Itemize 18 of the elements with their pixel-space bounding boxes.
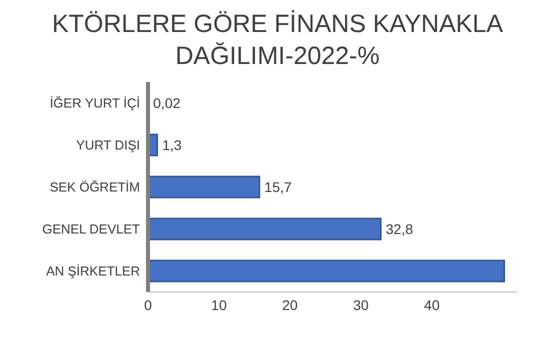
data-label: 15,7 [264, 178, 292, 195]
chart-title: KTÖRLERE GÖRE FİNANS KAYNAKLA DAĞILIMI-2022-% [50, 9, 504, 72]
x-tick-label: 0 [144, 296, 152, 313]
y-tick-label: AN ŞİRKETLER [46, 264, 140, 279]
y-tick-label: YURT DIŞI [76, 138, 140, 153]
x-tick-label: 30 [353, 296, 369, 313]
data-label: 0,02 [153, 94, 181, 111]
y-tick-label: SEK ÖĞRETİM [50, 180, 140, 195]
y-tick-label: GENEL DEVLET [42, 222, 140, 237]
data-label: 1,3 [162, 136, 182, 153]
bar [148, 218, 382, 240]
x-tick-label: 40 [424, 296, 440, 313]
x-tick-label: 10 [211, 296, 227, 313]
y-tick-label: İĞER YURT İÇİ [50, 96, 140, 111]
x-tick-label: 20 [282, 296, 298, 313]
bar [148, 260, 505, 282]
bar [148, 176, 260, 198]
data-label: 32,8 [386, 220, 414, 237]
